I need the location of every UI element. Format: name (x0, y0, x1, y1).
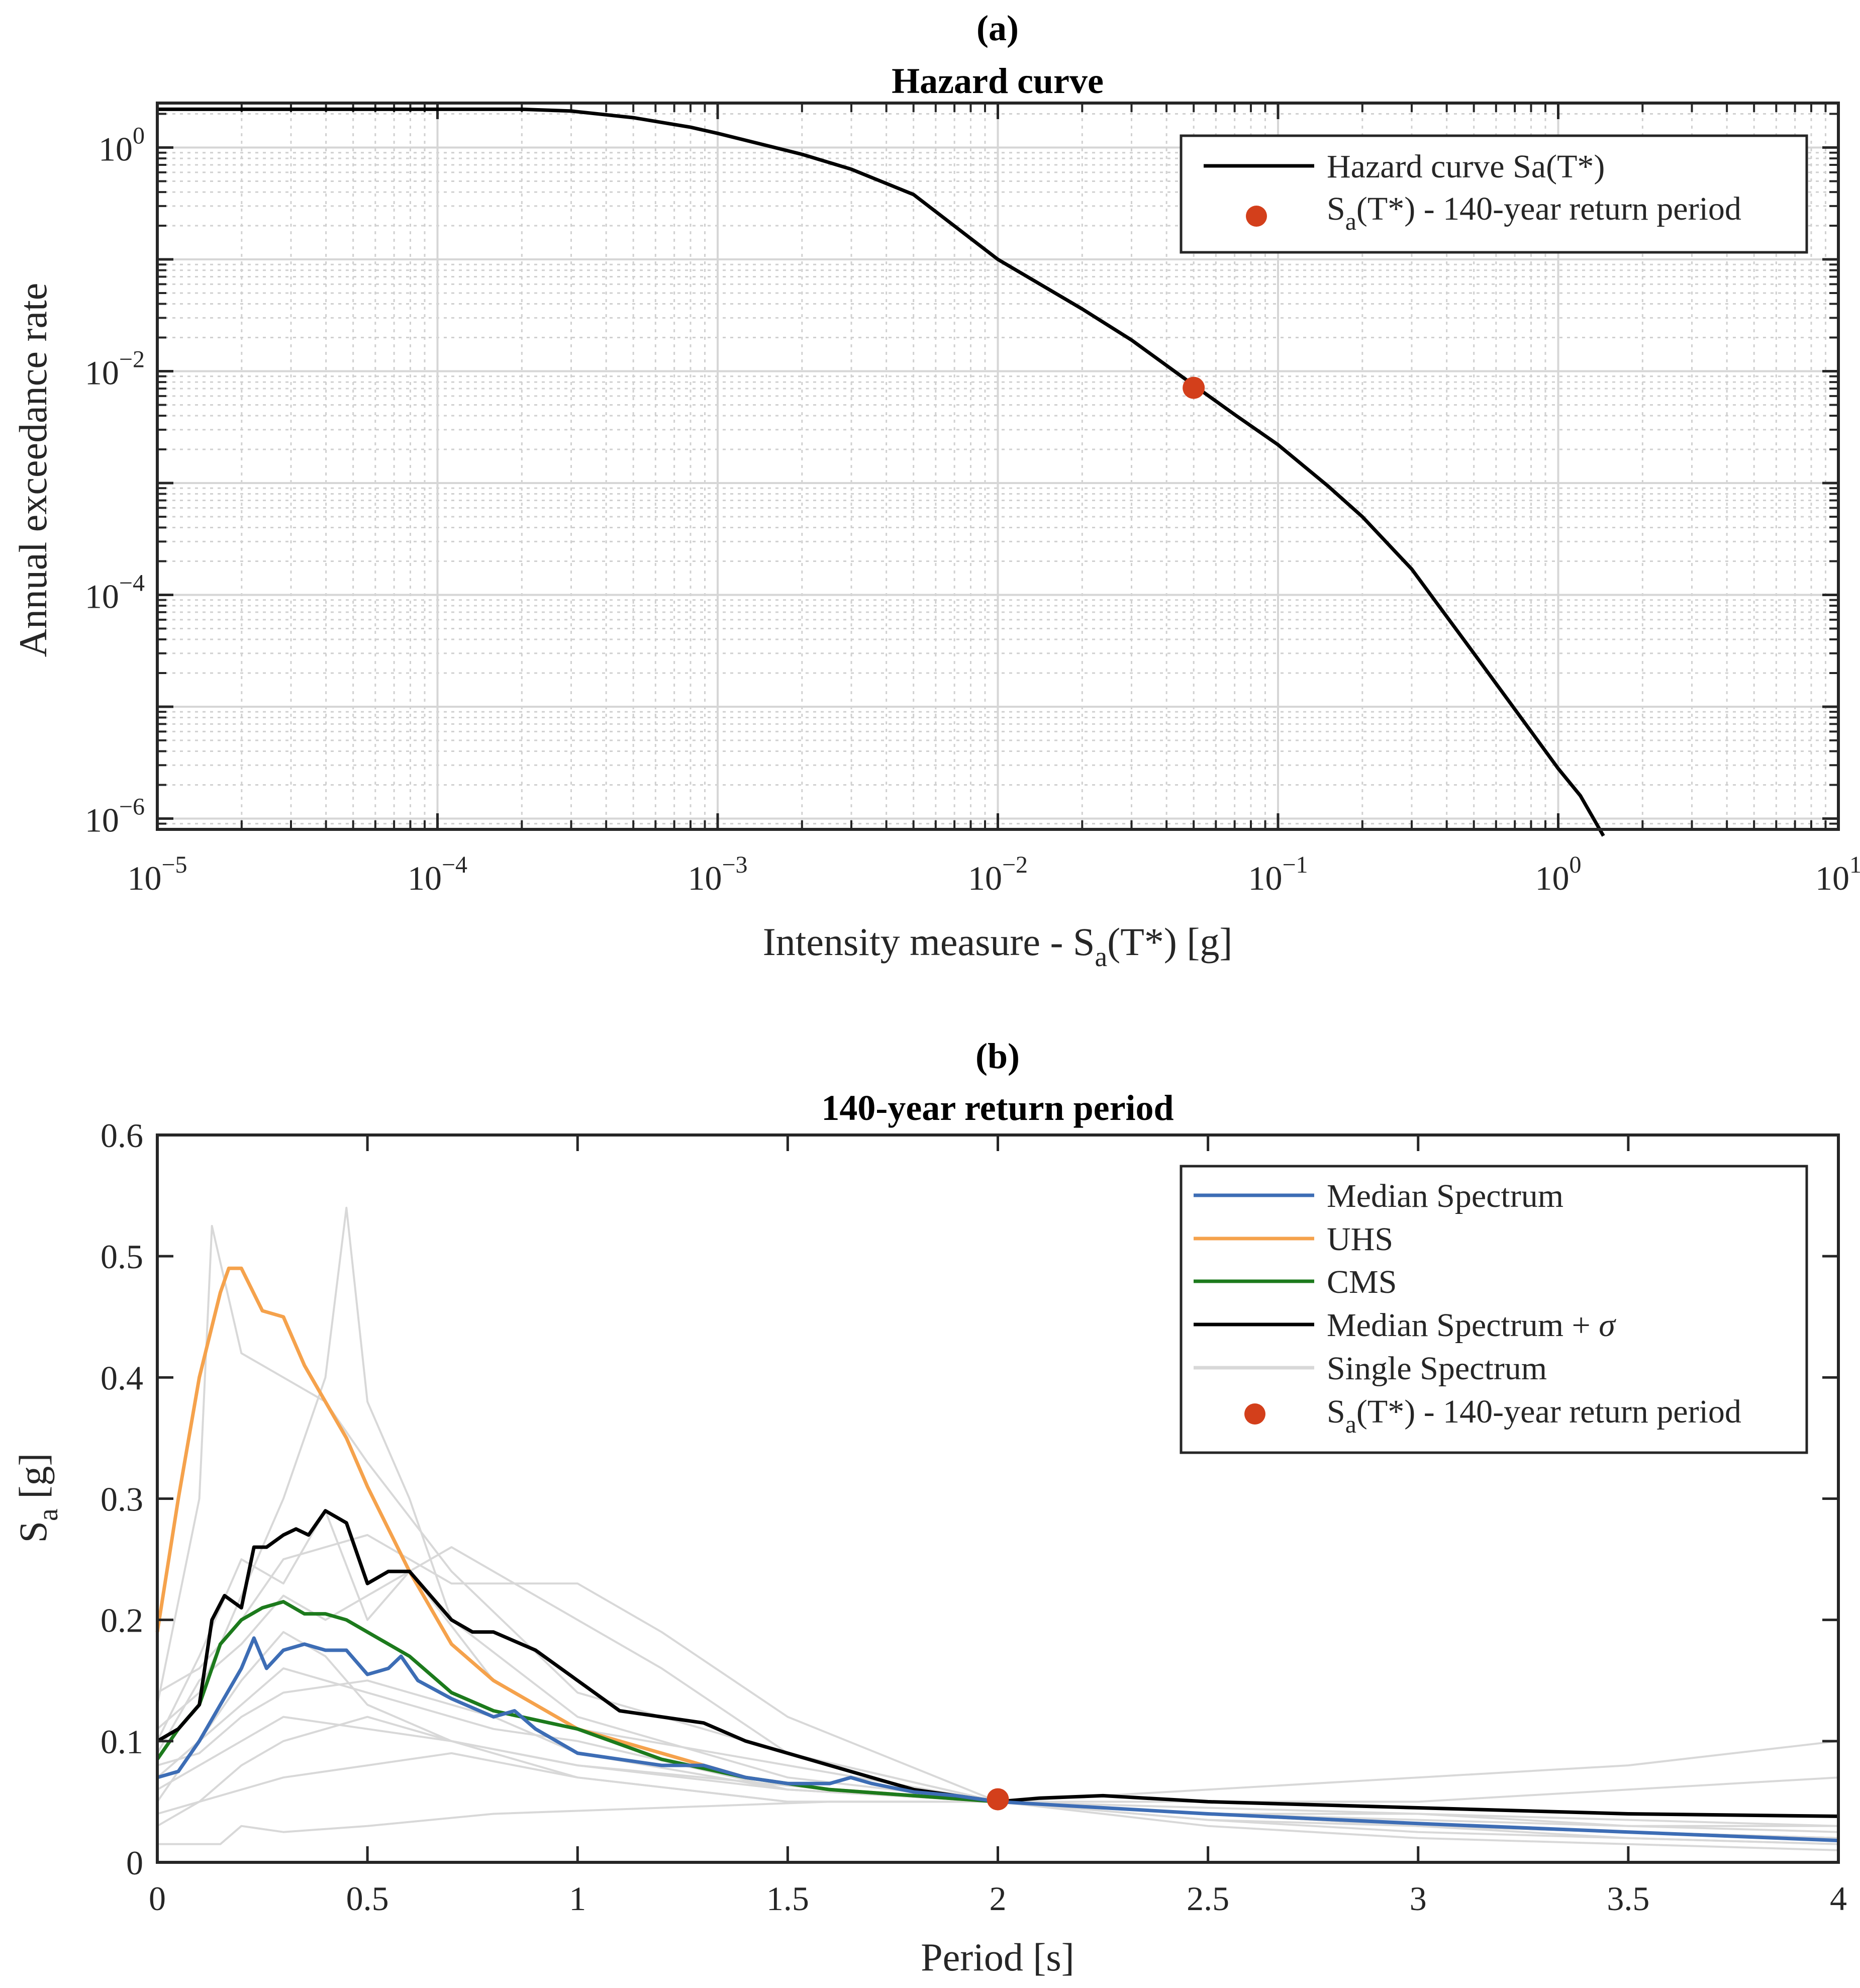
panel-b-y-axis-label: Sa [g] (11, 1453, 64, 1543)
panel-b-x-tick-label: 3 (1410, 1879, 1427, 1918)
panel-b-ylabel-rest: [g] (11, 1453, 55, 1508)
panel-a-x-tick-label: 100 (1535, 851, 1582, 897)
panel-b-legend-label-rest: (T*) - 140-year return period (1356, 1393, 1741, 1430)
panel-a-y-axis-label: Annual exceedance rate (11, 283, 55, 657)
panel-a-x-tick-label: 10−3 (688, 851, 747, 897)
panel-b-x-tick-labels: 0 0.5 1 1.5 2 2.5 3 3.5 4 (149, 1879, 1847, 1918)
panel-b-legend-marker-return-period (1244, 1403, 1265, 1425)
panel-b-y-tick-label: 0.1 (101, 1723, 143, 1761)
panel-a-legend: Hazard curve Sa(T*) Sa(T*) - 140-year re… (1180, 134, 1808, 254)
panel-a-legend-label-hazard-curve: Hazard curve Sa(T*) (1327, 148, 1605, 185)
panel-b-legend-label-cms: CMS (1327, 1264, 1397, 1300)
panel-a-x-tick-label: 10−5 (127, 851, 187, 897)
panel-a-xlabel-main: Intensity measure - S (763, 920, 1095, 964)
panel-b-legend-label-sub: a (1345, 1410, 1356, 1438)
panel-b-spectra: (b) 140-year return period 0 0.5 1 1.5 2 2.5 3… (11, 1036, 1847, 1979)
panel-b-points (987, 1788, 1009, 1811)
panel-b-legend-label-median-plus-text: Median Spectrum + (1327, 1307, 1599, 1344)
panel-b-tag: (b) (975, 1036, 1020, 1076)
panel-b-x-tick-label: 2 (990, 1879, 1007, 1918)
panel-a-y-tick-label: 10−2 (85, 346, 145, 392)
panel-b-single-spectrum-line (156, 1667, 1839, 1827)
panel-b-y-tick-label: 0.3 (101, 1480, 143, 1519)
panel-b-x-tick-label: 1 (569, 1879, 586, 1918)
panel-b-ylabel-subscript: a (33, 1508, 64, 1521)
panel-b-x-axis-label: Period [s] (921, 1935, 1074, 1979)
panel-a-hazard-curve-line (157, 107, 1605, 837)
panel-a-points (1183, 376, 1205, 399)
panel-a-xlabel-rest: (T*) [g] (1107, 920, 1232, 964)
panel-b-y-tick-label: 0.4 (101, 1359, 143, 1397)
panel-b-legend-label-median: Median Spectrum (1327, 1178, 1563, 1214)
panel-b-axes-box (156, 1133, 1840, 1864)
panel-a-x-tick-label: 10−1 (1248, 851, 1308, 897)
panel-a-legend-label-sub: a (1345, 207, 1356, 235)
panel-b-legend-box (1180, 1165, 1808, 1454)
panel-a-title: Hazard curve (892, 61, 1104, 101)
panel-b-single-spectrum-line (156, 1631, 1839, 1845)
panel-b-x-tick-label: 2.5 (1187, 1879, 1229, 1918)
panel-b-x-tick-label: 1.5 (766, 1879, 809, 1918)
panel-a-y-tick-label: 10−4 (85, 570, 145, 615)
panel-a-x-tick-label: 101 (1815, 851, 1860, 897)
panel-b-title: 140-year return period (821, 1088, 1173, 1128)
panel-a-x-tick-label: 10−4 (408, 851, 467, 897)
panel-a-x-axis-label: Intensity measure - Sa(T*) [g] (763, 920, 1233, 973)
panel-b-x-tick-label: 0 (149, 1879, 166, 1918)
panel-b-legend-label-median-plus-sigma: Median Spectrum + σ (1327, 1307, 1616, 1344)
panel-b-y-tick-label: 0.6 (101, 1116, 143, 1155)
panel-a-tag: (a) (976, 8, 1019, 48)
panel-a-y-tick-labels: 100 10−2 10−4 10−6 (85, 123, 145, 839)
panel-b-y-tick-label: 0.5 (101, 1238, 143, 1276)
panel-b-legend: Median Spectrum UHS CMS Median Spectrum … (1180, 1165, 1808, 1454)
panel-b-legend-label-sigma: σ (1599, 1307, 1616, 1344)
panel-b-single-spectrum-line (156, 1716, 1839, 1833)
panel-b-single-spectrum-line (156, 1546, 1838, 1827)
panel-a-legend-label-return-period: Sa(T*) - 140-year return period (1327, 191, 1741, 235)
panel-a-series (157, 107, 1605, 837)
panel-a-return-period-point (1183, 376, 1205, 399)
panel-a-legend-label-rest: (T*) - 140-year return period (1356, 191, 1741, 227)
panel-a-y-tick-label: 100 (99, 123, 145, 168)
panel-a-legend-label-main: S (1327, 191, 1345, 227)
panel-b-legend-label-main: S (1327, 1393, 1345, 1430)
panel-a-xlabel-subscript: a (1095, 941, 1107, 973)
panel-b-single-spectrum-line (156, 1534, 1839, 1803)
panel-b-median-spectrum-line (157, 1636, 1839, 1843)
panel-a-legend-marker-return-period (1246, 206, 1267, 227)
panel-a-axes-box (156, 102, 1840, 831)
panel-b-return-period-point (987, 1788, 1009, 1811)
panel-a-y-tick-label: 10−6 (85, 793, 145, 839)
panel-b-y-tick-label: 0.2 (101, 1601, 143, 1640)
panel-b-legend-label-return-period: Sa(T*) - 140-year return period (1327, 1393, 1741, 1438)
panel-b-x-tick-label: 3.5 (1607, 1879, 1649, 1918)
panel-a-x-tick-labels: 10−5 10−4 10−3 10−2 10−1 100 101 (127, 851, 1860, 897)
panel-b-ylabel-main: S (11, 1521, 55, 1543)
panel-b-x-tick-label: 0.5 (346, 1879, 389, 1918)
panel-b-x-tick-label: 4 (1830, 1879, 1847, 1918)
panel-b-y-tick-label: 0 (126, 1844, 143, 1882)
panel-b-legend-label-single-spectrum: Single Spectrum (1327, 1350, 1547, 1387)
panel-b-legend-label-uhs: UHS (1327, 1221, 1393, 1258)
panel-b-y-tick-labels: 0 0.1 0.2 0.3 0.4 0.5 0.6 (101, 1116, 143, 1882)
panel-a-hazard-curve: (a) Hazard curve 10−5 10−4 10−3 10−2 10−1 100… (11, 8, 1860, 973)
panel-a-legend-box (1180, 134, 1808, 254)
panel-a-x-tick-label: 10−2 (968, 851, 1028, 897)
